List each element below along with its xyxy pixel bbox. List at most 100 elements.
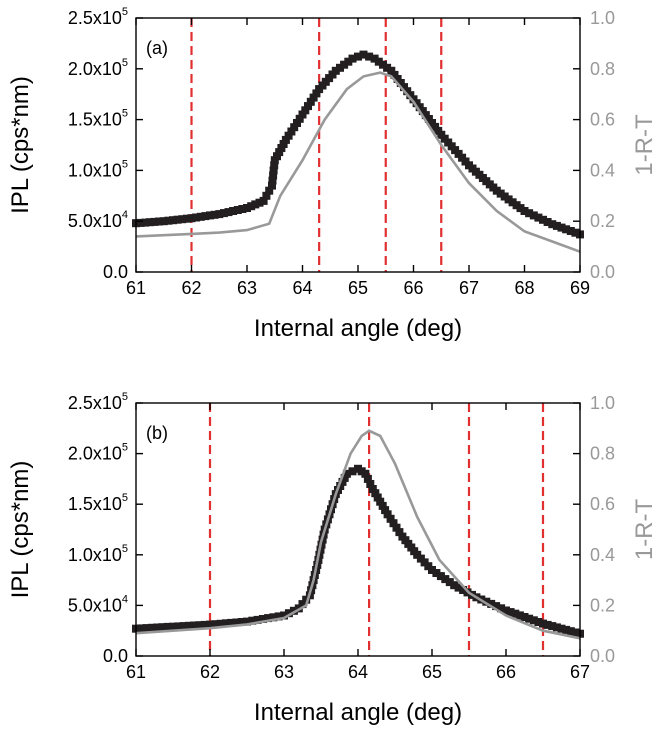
ipl-data-point <box>406 91 415 100</box>
ipl-data-point <box>145 218 154 227</box>
ipl-data-point <box>354 52 362 61</box>
ipl-data-point <box>436 572 445 581</box>
ipl-data-point <box>371 489 380 498</box>
ipl-data-point <box>221 619 230 628</box>
ipl-data-point <box>431 122 440 131</box>
y-tick-exponent: 5 <box>122 108 128 120</box>
y-tick-label: 1.0x105 <box>68 543 128 565</box>
ipl-data-point <box>302 595 311 604</box>
ipl-data-point <box>359 50 368 59</box>
ipl-data-point <box>348 54 357 63</box>
ipl-data-point <box>389 519 398 528</box>
ipl-data-point <box>290 123 299 132</box>
ipl-data-point <box>269 613 278 622</box>
y-tick-base: 2.5x10 <box>68 8 122 28</box>
ipl-data-point <box>201 212 210 221</box>
ipl-data-point <box>169 622 177 631</box>
ipl-data-point <box>492 602 501 611</box>
ipl-data-point <box>342 469 351 478</box>
y2-axis-title: 1-R-T <box>631 499 658 561</box>
ipl-data-point <box>306 97 315 106</box>
ipl-data-point <box>386 514 395 523</box>
ipl-data-point <box>224 208 233 217</box>
ipl-data-point <box>243 617 251 626</box>
ipl-data-point <box>497 604 506 613</box>
ipl-data-point <box>206 620 214 629</box>
ipl-data-point <box>268 176 277 185</box>
y-tick-base: 0.0 <box>103 262 128 282</box>
ipl-data-point <box>539 215 547 224</box>
ipl-data-point <box>163 622 172 631</box>
y-tick-label: 0.0 <box>103 262 128 282</box>
ipl-data-point <box>543 218 552 226</box>
ipl-data-point <box>506 608 515 617</box>
y-tick-label: 5.0x104 <box>68 593 128 615</box>
y2-tick-label: 0.0 <box>590 646 615 666</box>
y-tick-exponent: 5 <box>122 57 128 69</box>
y-tick-exponent: 5 <box>122 442 128 454</box>
ipl-data-point <box>515 611 524 620</box>
y-axis-title: IPL (cps*nm) <box>7 76 34 214</box>
x-tick-label: 61 <box>126 662 146 682</box>
ipl-data-point <box>182 214 191 223</box>
x-tick-label: 66 <box>496 662 516 682</box>
x-tick-label: 66 <box>403 278 423 298</box>
y2-axis-title: 1-R-T <box>631 114 658 176</box>
x-axis-title: Internal angle (deg) <box>254 315 462 342</box>
ipl-data-point <box>304 102 312 111</box>
ipl-data-point <box>374 57 383 66</box>
ipl-data-point <box>340 473 349 482</box>
panel-label: (b) <box>146 423 168 443</box>
ipl-data-point <box>340 60 349 69</box>
ipl-data-point <box>251 200 260 209</box>
ipl-data-point <box>445 578 454 587</box>
ipl-data-point <box>210 210 219 219</box>
ipl-data-point <box>136 218 145 227</box>
ipl-data-point <box>428 566 436 574</box>
ipl-data-point <box>562 625 571 634</box>
ipl-data-point <box>147 623 156 632</box>
y-tick-base: 5.0x10 <box>68 211 122 231</box>
ipl-data-point <box>259 196 268 205</box>
ipl-data-point <box>525 614 534 623</box>
ipl-data-point <box>164 216 173 225</box>
ipl-data-point <box>379 60 387 69</box>
x-tick-label: 62 <box>181 278 201 298</box>
ipl-data-point <box>293 119 301 127</box>
ipl-data-point <box>373 493 382 502</box>
x-tick-label: 61 <box>126 278 146 298</box>
y-tick-base: 2.5x10 <box>68 393 122 413</box>
ipl-data-point <box>529 211 538 220</box>
ipl-data-point <box>395 528 404 537</box>
x-tick-label: 69 <box>570 278 590 298</box>
ipl-data-point <box>344 57 353 66</box>
ipl-data-point <box>215 210 224 219</box>
ipl-data-point <box>511 609 520 618</box>
y-tick-base: 2.0x10 <box>68 444 122 464</box>
ipl-data-point <box>370 54 379 63</box>
ipl-data-point <box>571 228 580 237</box>
ipl-data-point <box>284 131 293 140</box>
ipl-data-point <box>141 218 150 227</box>
x-tick-label: 64 <box>292 278 312 298</box>
y-tick-label: 5.0x104 <box>68 209 128 231</box>
ipl-data-point <box>187 214 196 223</box>
ipl-data-point <box>159 217 168 226</box>
x-tick-label: 68 <box>514 278 534 298</box>
y-tick-exponent: 5 <box>122 492 128 504</box>
y-axis-title: IPL (cps*nm) <box>7 461 34 599</box>
ipl-data-point <box>274 612 283 621</box>
ipl-data-point <box>548 622 557 631</box>
ipl-data-point <box>298 110 307 119</box>
x-tick-label: 62 <box>200 662 220 682</box>
y2-tick-label: 1.0 <box>590 393 615 413</box>
ipl-data-point <box>229 207 238 215</box>
x-tick-label: 65 <box>422 662 442 682</box>
x-axis-title: Internal angle (deg) <box>254 699 462 726</box>
ipl-data-point <box>275 148 284 157</box>
ipl-data-point <box>298 600 307 609</box>
ipl-data-point <box>281 135 290 144</box>
ipl-data-point <box>237 618 246 626</box>
y-tick-base: 1.5x10 <box>68 494 122 514</box>
